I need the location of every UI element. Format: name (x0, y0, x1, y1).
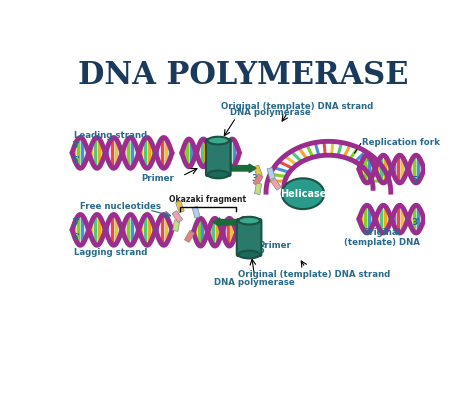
Text: Okazaki fragment: Okazaki fragment (169, 196, 246, 205)
FancyBboxPatch shape (255, 183, 262, 194)
Text: DNA polymerase: DNA polymerase (214, 278, 295, 287)
FancyBboxPatch shape (206, 139, 231, 176)
Text: 5': 5' (71, 156, 80, 165)
FancyBboxPatch shape (176, 201, 184, 213)
FancyBboxPatch shape (254, 165, 262, 177)
Text: DNA POLYMERASE: DNA POLYMERASE (78, 60, 408, 92)
Text: 3': 3' (251, 174, 260, 183)
FancyBboxPatch shape (172, 211, 182, 222)
FancyBboxPatch shape (253, 174, 263, 186)
Text: 5': 5' (71, 233, 80, 242)
Ellipse shape (238, 217, 260, 224)
Text: DNA polymerase: DNA polymerase (230, 108, 310, 117)
Text: Helicase: Helicase (280, 189, 326, 199)
FancyBboxPatch shape (271, 179, 281, 190)
FancyBboxPatch shape (173, 220, 180, 231)
Text: 5': 5' (258, 246, 267, 255)
Text: Primer: Primer (258, 241, 291, 250)
Text: Original (template) DNA strand: Original (template) DNA strand (238, 270, 391, 279)
FancyArrow shape (231, 164, 256, 173)
Ellipse shape (208, 137, 229, 145)
Text: 3': 3' (412, 218, 420, 227)
FancyArrow shape (213, 218, 237, 226)
Text: Original
(template) DNA: Original (template) DNA (344, 228, 420, 247)
Text: Primer: Primer (142, 174, 174, 183)
FancyBboxPatch shape (192, 207, 200, 218)
Text: Free nucleotides: Free nucleotides (80, 202, 161, 211)
Text: Leading strand: Leading strand (74, 132, 147, 141)
Text: Replication fork: Replication fork (362, 137, 440, 147)
Text: 3': 3' (71, 218, 80, 227)
FancyBboxPatch shape (237, 219, 261, 256)
Text: Lagging strand: Lagging strand (74, 248, 148, 258)
Ellipse shape (282, 178, 324, 209)
Text: Original (template) DNA strand: Original (template) DNA strand (221, 102, 374, 111)
FancyBboxPatch shape (184, 231, 194, 243)
Ellipse shape (238, 251, 260, 258)
FancyBboxPatch shape (267, 167, 275, 179)
Ellipse shape (208, 171, 229, 178)
Text: 3': 3' (71, 141, 80, 150)
Text: 5': 5' (412, 176, 420, 185)
